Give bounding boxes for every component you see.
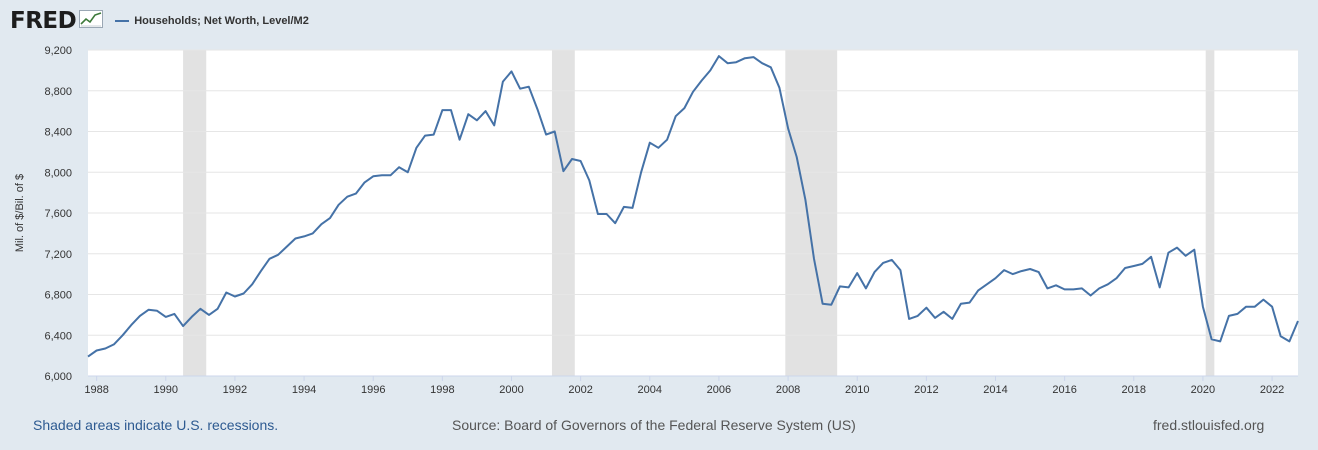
recession-note: Shaded areas indicate U.S. recessions. <box>33 417 279 433</box>
x-tick-label: 1996 <box>361 384 385 396</box>
x-tick-label: 2016 <box>1052 384 1076 396</box>
y-tick-label: 8,000 <box>44 167 72 179</box>
chart-header: FRED Households; Net Worth, Level/M2 <box>10 6 309 36</box>
x-tick-label: 2010 <box>845 384 869 396</box>
y-tick-label: 6,400 <box>44 330 72 342</box>
source-note: Source: Board of Governors of the Federa… <box>452 417 856 433</box>
y-tick-label: 9,200 <box>44 45 72 57</box>
legend: Households; Net Worth, Level/M2 <box>115 15 309 27</box>
logo-chart-icon <box>79 9 104 33</box>
x-tick-label: 2012 <box>914 384 938 396</box>
x-tick-label: 2014 <box>983 384 1007 396</box>
x-tick-label: 1992 <box>223 384 247 396</box>
x-tick-label: 1998 <box>430 384 454 396</box>
logo-text: FRED <box>10 8 77 34</box>
x-tick-label: 2022 <box>1260 384 1284 396</box>
series-layer <box>87 55 1299 358</box>
x-tick-label: 2008 <box>776 384 800 396</box>
y-tick-label: 6,800 <box>44 290 72 302</box>
x-tick-label: 2020 <box>1191 384 1215 396</box>
y-tick-label: 8,800 <box>44 86 72 98</box>
x-tick-label: 2004 <box>638 384 662 396</box>
y-axis-label: Mil. of $/Bil. of $ <box>14 174 26 252</box>
x-tick-label: 1994 <box>292 384 316 396</box>
x-tick-label: 2018 <box>1122 384 1146 396</box>
x-tick-label: 2002 <box>568 384 592 396</box>
fred-logo[interactable]: FRED <box>10 8 104 34</box>
y-tick-label: 6,000 <box>44 371 72 383</box>
series-line <box>87 55 1299 358</box>
x-tick-label: 2000 <box>499 384 523 396</box>
y-tick-label: 7,600 <box>44 208 72 220</box>
y-tick-label: 8,400 <box>44 127 72 139</box>
site-link[interactable]: fred.stlouisfed.org <box>1153 417 1265 433</box>
x-tick-label: 1990 <box>154 384 178 396</box>
legend-series-label: Households; Net Worth, Level/M2 <box>134 15 309 27</box>
axes: 6,000 6,400 6,800 7,200 7,600 8,000 8,400 8,800… <box>14 45 1298 396</box>
legend-swatch <box>115 20 130 22</box>
y-tick-label: 7,200 <box>44 249 72 261</box>
x-tick-label: 2006 <box>707 384 731 396</box>
x-tick-label: 1988 <box>84 384 108 396</box>
